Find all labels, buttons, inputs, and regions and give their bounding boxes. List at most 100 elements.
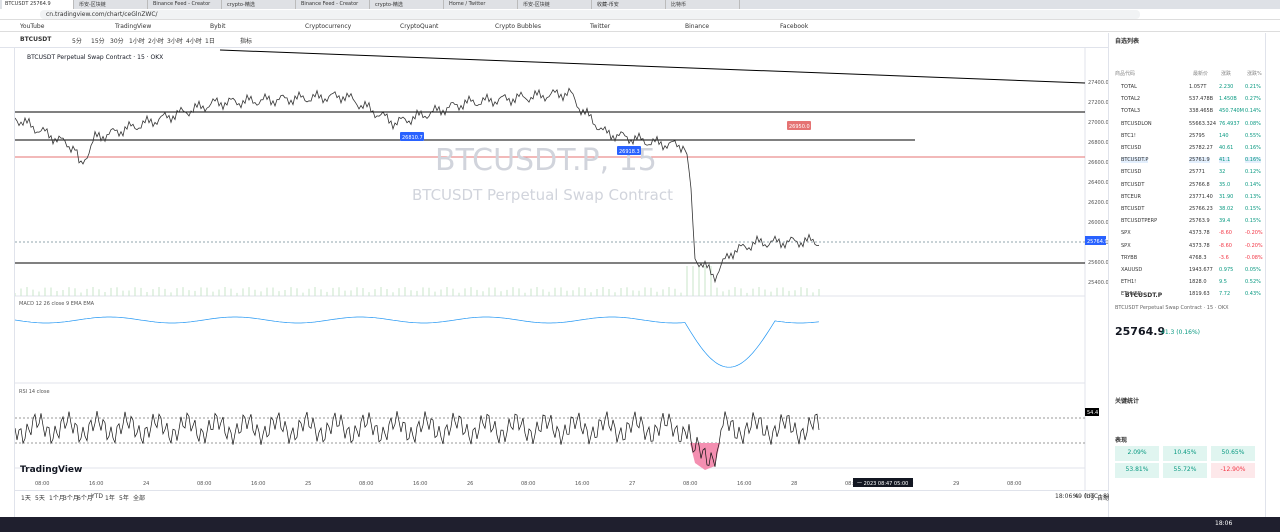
watchlist-cell[interactable]: 0.52% — [1245, 279, 1261, 286]
bookmark[interactable]: Facebook — [780, 23, 809, 30]
watchlist-cell[interactable]: 0.16% — [1245, 145, 1261, 151]
watchlist-cell[interactable]: BTCUSDT — [1121, 181, 1145, 188]
range-button[interactable]: 1个月 — [49, 495, 65, 502]
scale-option[interactable]: % — [1073, 493, 1079, 500]
watchlist-cell[interactable]: 25771 — [1189, 169, 1205, 176]
watchlist-cell[interactable]: 41.1 — [1219, 157, 1231, 164]
detail-symbol[interactable]: BTCUSDT.P — [1125, 292, 1163, 299]
watchlist-cell[interactable]: 23771.40 — [1189, 193, 1213, 200]
watchlist-cell[interactable]: 0.27% — [1245, 96, 1261, 103]
watchlist-cell[interactable]: 4373.78 — [1189, 242, 1210, 249]
watchlist-cell[interactable]: ETHUSD — [1121, 291, 1142, 298]
watchlist-cell[interactable]: 4768.3 — [1189, 254, 1207, 261]
browser-tab[interactable]: 币安-区块链 — [520, 0, 592, 9]
watchlist-cell[interactable]: 0.16% — [1245, 157, 1261, 164]
watchlist-cell[interactable]: 0.975 — [1219, 267, 1234, 273]
url[interactable]: cn.tradingview.com/chart/ceGlnZWC/ — [40, 10, 1140, 19]
browser-tab[interactable]: 比特币 — [668, 0, 740, 9]
watchlist-cell[interactable]: 0.13% — [1245, 193, 1261, 200]
watchlist-cell[interactable]: 1828.0 — [1189, 279, 1207, 286]
watchlist-cell[interactable]: -3.6 — [1219, 254, 1229, 261]
watchlist-cell[interactable]: 0.14% — [1245, 181, 1261, 188]
range-button[interactable]: 全部 — [133, 495, 146, 502]
bookmark[interactable]: Cryptocurrency — [305, 23, 352, 30]
watchlist-cell[interactable]: 0.15% — [1245, 206, 1261, 212]
interval[interactable]: 5分 — [72, 38, 82, 45]
watchlist-cell[interactable]: 7.72 — [1219, 291, 1231, 298]
watchlist-cell[interactable]: TRYBB — [1121, 254, 1138, 261]
watchlist-cell[interactable]: XAUUSD — [1121, 267, 1143, 273]
range-button[interactable]: 3个月 — [63, 495, 79, 502]
watchlist-cell[interactable]: 40.61 — [1219, 145, 1234, 151]
interval[interactable]: 1日 — [205, 38, 215, 45]
bookmark[interactable]: Crypto Bubbles — [495, 23, 541, 30]
bookmark[interactable]: Bybit — [210, 23, 226, 30]
watchlist-cell[interactable]: 2.230 — [1219, 84, 1234, 90]
browser-tab[interactable]: Binance Feed - Creator — [150, 0, 222, 9]
watchlist-cell[interactable]: 25766.23 — [1189, 206, 1213, 212]
interval[interactable]: 2小时 — [148, 38, 164, 45]
watchlist-cell[interactable]: -8.60 — [1219, 230, 1232, 237]
range-button[interactable]: 6个月 — [77, 495, 93, 502]
interval[interactable]: 4小时 — [186, 38, 202, 45]
bookmark[interactable]: TradingView — [115, 23, 152, 30]
browser-tab[interactable]: 币安-区块链 — [76, 0, 148, 9]
watchlist-cell[interactable]: 38.02 — [1219, 206, 1234, 212]
range-button[interactable]: 5年 — [119, 495, 129, 502]
watchlist-cell[interactable]: ETH1! — [1121, 279, 1137, 286]
watchlist-cell[interactable]: 0.08% — [1245, 120, 1261, 127]
watchlist-cell[interactable]: BTCUSD — [1121, 145, 1142, 151]
interval[interactable]: 15分 — [91, 38, 105, 45]
browser-tab[interactable]: Binance Feed - Creator — [298, 0, 370, 9]
watchlist-cell[interactable]: 25761.9 — [1189, 157, 1210, 164]
watchlist-title[interactable]: 自选列表 — [1115, 38, 1140, 45]
watchlist-cell[interactable]: 450.740M — [1219, 108, 1244, 115]
watchlist-cell[interactable]: 25795 — [1189, 132, 1205, 139]
range-button[interactable]: YTD — [91, 493, 103, 500]
watchlist-cell[interactable]: TOTAL — [1121, 84, 1137, 90]
watchlist-cell[interactable]: 25763.9 — [1189, 218, 1210, 225]
watchlist-cell[interactable]: 1943.677 — [1189, 267, 1213, 273]
watchlist-cell[interactable]: 338.465B — [1189, 108, 1214, 115]
browser-tab[interactable]: crypto-精选 — [224, 0, 296, 9]
watchlist-cell[interactable]: 0.55% — [1245, 132, 1261, 139]
watchlist-cell[interactable]: 76.4937 — [1219, 120, 1240, 127]
watchlist-cell[interactable]: 9.5 — [1219, 279, 1227, 286]
interval[interactable]: 3小时 — [167, 38, 183, 45]
watchlist-cell[interactable]: SPX — [1121, 242, 1131, 249]
browser-tab[interactable]: crypto-精选 — [372, 0, 444, 9]
watchlist-cell[interactable]: 4373.78 — [1189, 230, 1210, 237]
watchlist-cell[interactable]: 0.05% — [1245, 267, 1261, 273]
watchlist-cell[interactable]: 1819.63 — [1189, 291, 1210, 298]
watchlist-cell[interactable]: 0.12% — [1245, 169, 1261, 176]
watchlist-cell[interactable]: 39.4 — [1219, 218, 1231, 225]
bookmark[interactable]: Binance — [685, 23, 710, 30]
scale-option[interactable]: log — [1085, 493, 1095, 500]
watchlist-cell[interactable]: 1.450B — [1219, 96, 1237, 103]
range-button[interactable]: 5天 — [35, 495, 45, 502]
range-button[interactable]: 1天 — [21, 495, 31, 502]
range-button[interactable]: 1年 — [105, 495, 115, 502]
watchlist-cell[interactable]: SPX — [1121, 230, 1131, 237]
browser-tab[interactable]: Home / Twitter — [446, 0, 518, 9]
watchlist-cell[interactable]: 0.14% — [1245, 108, 1261, 115]
bookmark[interactable]: CryptoQuant — [400, 23, 439, 30]
bookmark[interactable]: YouTube — [20, 23, 45, 30]
watchlist-cell[interactable]: -0.20% — [1245, 230, 1263, 237]
indicators[interactable]: 指标 — [240, 38, 253, 45]
watchlist-cell[interactable]: -8.60 — [1219, 242, 1232, 249]
interval[interactable]: 1小时 — [129, 38, 145, 45]
watchlist-cell[interactable]: 0.15% — [1245, 218, 1261, 225]
watchlist-cell[interactable]: BTCEUR — [1121, 193, 1141, 200]
watchlist-cell[interactable]: 31.90 — [1219, 193, 1234, 200]
watchlist-cell[interactable]: BTCUSDLON — [1121, 120, 1152, 127]
browser-tab[interactable]: BTCUSDT 25764.9 — [2, 0, 74, 9]
watchlist-cell[interactable]: 55663.324 — [1189, 120, 1217, 127]
watchlist-cell[interactable]: 1.057T — [1189, 84, 1207, 90]
watchlist-cell[interactable]: BTCUSD — [1121, 169, 1142, 176]
watchlist-cell[interactable]: 0.43% — [1245, 291, 1261, 298]
symbol-search[interactable]: BTCUSDT — [20, 36, 52, 43]
watchlist-cell[interactable]: BTCUSDT.P — [1121, 157, 1149, 164]
watchlist-cell[interactable]: -0.08% — [1245, 254, 1263, 261]
watchlist-cell[interactable]: TOTAL3 — [1121, 108, 1141, 115]
